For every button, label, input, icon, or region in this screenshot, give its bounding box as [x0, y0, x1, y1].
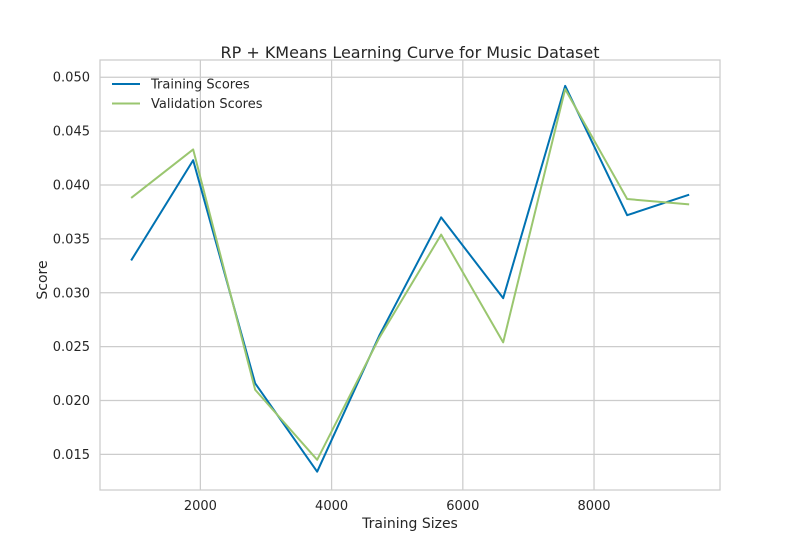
series-layer — [130, 84, 690, 473]
x-tick-label: 4000 — [315, 499, 348, 514]
legend-label: Validation Scores — [151, 97, 263, 112]
y-tick-label: 0.045 — [53, 125, 90, 140]
x-tick-label: 2000 — [184, 499, 217, 514]
y-axis-title: Score — [35, 260, 51, 299]
legend: Training Scores Validation Scores — [112, 78, 263, 112]
x-tick-labels: 2000 4000 6000 8000 — [184, 499, 611, 514]
grid-lines — [100, 60, 720, 490]
y-tick-label: 0.015 — [53, 448, 90, 463]
legend-label: Training Scores — [150, 78, 250, 93]
series-line-validation — [130, 88, 690, 461]
plot-frame — [99, 59, 721, 491]
y-tick-labels: 0.015 0.020 0.025 0.030 0.035 0.040 0.045 0.050 — [53, 71, 90, 463]
y-tick-label: 0.050 — [53, 71, 90, 86]
x-axis-title: Training Sizes — [361, 516, 458, 532]
y-tick-label: 0.020 — [53, 394, 90, 409]
y-tick-label: 0.025 — [53, 340, 90, 355]
y-tick-label: 0.040 — [53, 179, 90, 194]
y-tick-label: 0.035 — [53, 232, 90, 247]
y-tick-label: 0.030 — [53, 286, 90, 301]
chart-title: RP + KMeans Learning Curve for Music Dat… — [220, 43, 599, 62]
x-tick-label: 6000 — [446, 499, 479, 514]
x-tick-label: 8000 — [577, 499, 610, 514]
